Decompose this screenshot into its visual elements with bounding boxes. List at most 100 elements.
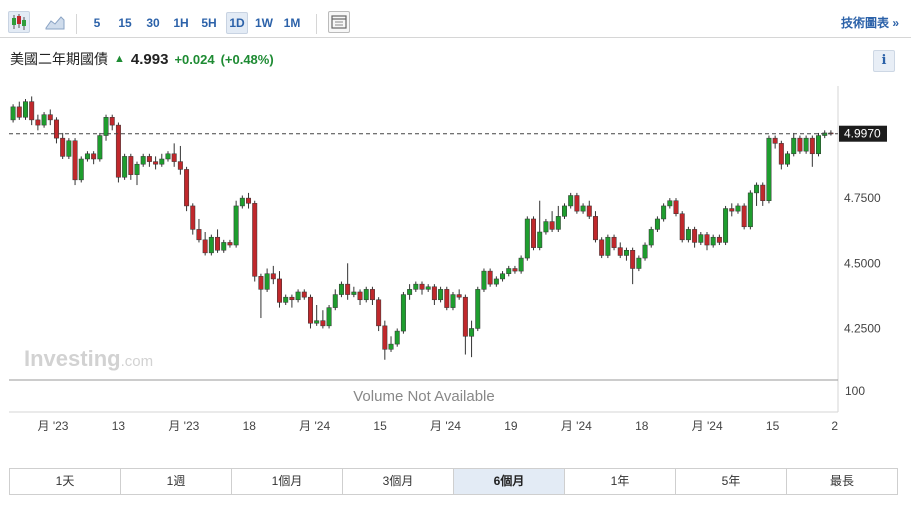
info-button[interactable]: i [873,50,895,72]
interval-30[interactable]: 30 [146,16,160,30]
watermark-logo: Investing.com [24,346,153,371]
range-1y[interactable]: 1年 [565,469,676,494]
candle-up [543,221,549,233]
candle-down [444,289,450,308]
x-tick-label: 月 '24 [430,419,461,433]
candle-up [23,101,28,118]
candle-up [363,289,369,301]
candle-down [679,213,685,241]
candle-down [431,286,437,301]
candle-up [264,273,270,290]
candle-down [716,236,722,243]
candle-down [258,276,264,290]
candle-down [215,236,221,251]
range-1w[interactable]: 1週 [121,469,232,494]
candle-down [301,291,307,298]
interval-1w[interactable]: 1W [255,16,273,30]
candle-down [630,250,636,269]
candle-up [493,278,499,285]
candle-up [500,273,506,280]
y-tick-label: 4.2500 [844,321,881,335]
candle-up [648,229,654,246]
candle-up [747,192,753,228]
candle-up [66,140,72,157]
candle-up [475,289,481,329]
candle-up [84,153,90,160]
candle-down [462,296,468,337]
range-5y[interactable]: 5年 [676,469,787,494]
candle-up [351,291,357,295]
candle-up [438,289,444,301]
candle-up [295,291,301,301]
candle-down [109,117,115,126]
candle-up [735,205,741,212]
candle-up [78,158,84,181]
interval-5[interactable]: 5 [93,16,101,30]
candle-up [97,135,103,160]
candle-up [208,236,214,254]
candle-down [692,229,698,243]
candle-down [487,270,493,285]
candle-up [407,289,413,295]
candle-up [562,205,567,217]
candle-down [376,299,382,327]
candle-up [822,132,828,136]
candle-down [549,221,555,230]
volume-axis-tick: 100 [845,384,865,398]
range-1d[interactable]: 1天 [10,469,121,494]
indicators-panel-icon[interactable] [328,11,350,33]
candle-down [252,203,258,277]
candle-up [103,117,109,136]
candle-up [623,250,629,256]
candle-up [654,218,660,230]
candle-down [456,294,462,298]
x-tick-label: 19 [504,419,518,433]
candles-group [10,96,834,360]
candle-down [345,283,351,295]
x-tick-label: 月 '24 [299,419,330,433]
interval-15[interactable]: 15 [118,16,132,30]
candle-up [642,244,648,259]
candle-down [574,195,580,212]
price-change: +0.024 [174,51,215,67]
candle-up [605,236,611,256]
candle-up [518,257,524,272]
candle-up [506,268,512,274]
candle-up [803,137,809,152]
candle-down [35,119,41,126]
candle-down [196,229,202,241]
candle-up [785,153,791,165]
technical-chart-link[interactable]: 技術圖表 » [840,16,899,30]
candle-down [60,137,66,157]
interval-1m[interactable]: 1M [283,16,301,30]
candlestick-chart-icon[interactable] [8,11,30,33]
interval-1d[interactable]: 1D [226,12,248,34]
candle-down [586,205,592,217]
candle-up [326,307,332,327]
candle-down [357,291,363,301]
candle-up [10,106,16,121]
interval-5h[interactable]: 5H [201,16,217,30]
range-1m[interactable]: 1個月 [232,469,343,494]
candle-down [277,278,282,303]
candle-up [41,114,47,126]
candle-up [283,296,289,303]
price-change-percent: (+0.48%) [220,51,274,67]
x-tick-label: 月 '24 [692,419,723,433]
range-6m[interactable]: 6個月 [454,469,565,494]
candle-up [394,330,400,345]
y-axis-ticks: 4.7500 4.5000 4.2500 [844,191,881,335]
area-chart-icon[interactable] [44,11,66,33]
candle-up [400,294,406,332]
candle-down [512,268,518,272]
candle-down [29,101,35,121]
instrument-name: 美國二年期國債 [10,51,108,67]
candle-up [661,205,667,220]
price-chart: Investing.com 4.7500 4.5000 4.2500 月 '23 13… [0,78,911,438]
x-tick-label: 月 '23 [168,419,199,433]
interval-1h[interactable]: 1H [173,16,189,30]
range-max[interactable]: 最長 [787,469,897,494]
candle-down [153,161,159,165]
range-3m[interactable]: 3個月 [343,469,454,494]
